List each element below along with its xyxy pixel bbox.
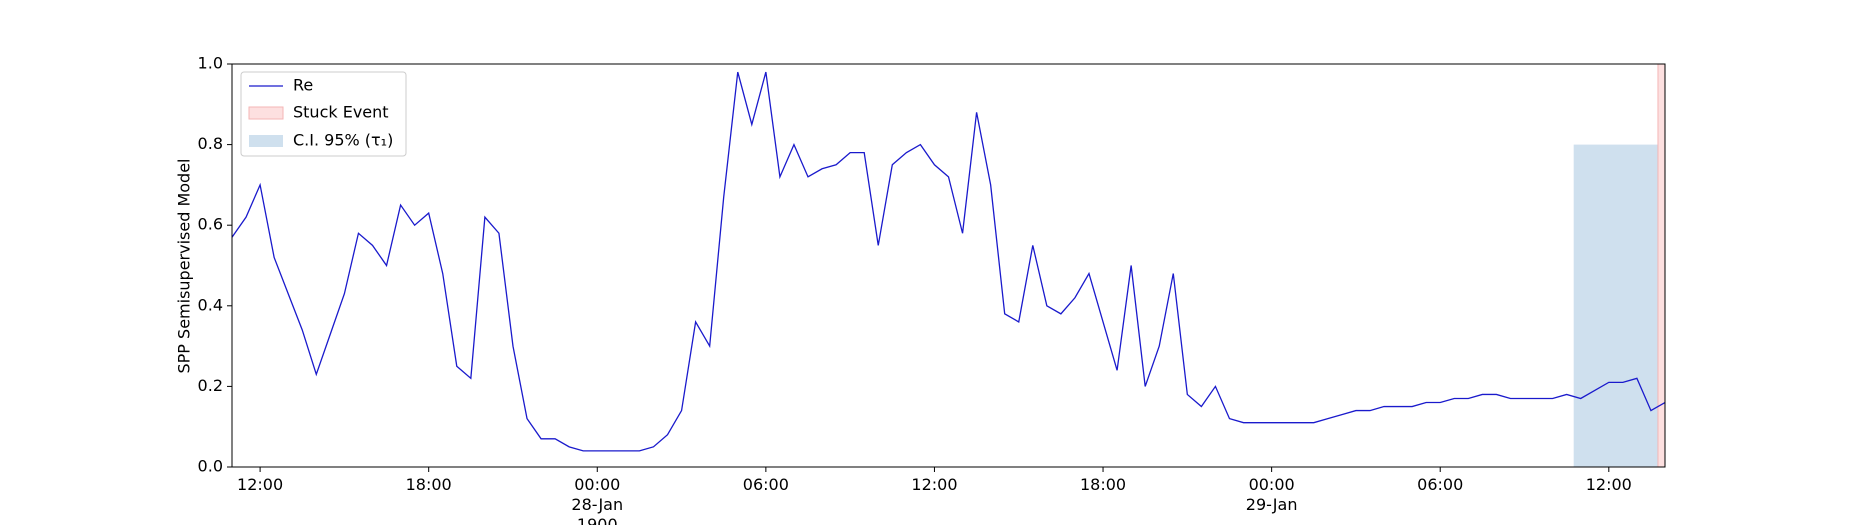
y-tick-label: 1.0: [198, 54, 223, 73]
data-line: [231, 71, 1666, 452]
x-tick-label: 00:00 29-Jan: [1246, 475, 1298, 514]
y-tick-label: 0.4: [198, 295, 223, 314]
shaded-span: [1573, 144, 1665, 467]
x-tick-label: 18:00: [1080, 475, 1126, 494]
x-tick-label: 06:00: [1417, 475, 1463, 494]
x-tick-label: 06:00: [743, 475, 789, 494]
y-axis-label: SPP Semisupervised Model: [175, 159, 194, 374]
y-tick-label: 0.8: [198, 134, 223, 153]
plot-frame: [231, 63, 1666, 468]
x-tick-label: 12:00: [1586, 475, 1632, 494]
x-tick-label: 12:00: [237, 475, 283, 494]
legend-swatch: [248, 106, 284, 120]
x-tick-label: 12:00: [911, 475, 957, 494]
x-tick-label: 18:00: [406, 475, 452, 494]
y-tick-label: 0.2: [198, 376, 223, 395]
y-tick-label: 0.0: [198, 457, 223, 476]
legend-label: Re: [293, 76, 313, 95]
legend-swatch: [249, 135, 283, 147]
legend-label: Stuck Event: [293, 103, 389, 122]
y-tick-label: 0.6: [198, 215, 223, 234]
legend-label: C.I. 95% (τ₁): [293, 131, 393, 150]
x-tick-label: 00:00 28-Jan 1900: [571, 475, 623, 525]
